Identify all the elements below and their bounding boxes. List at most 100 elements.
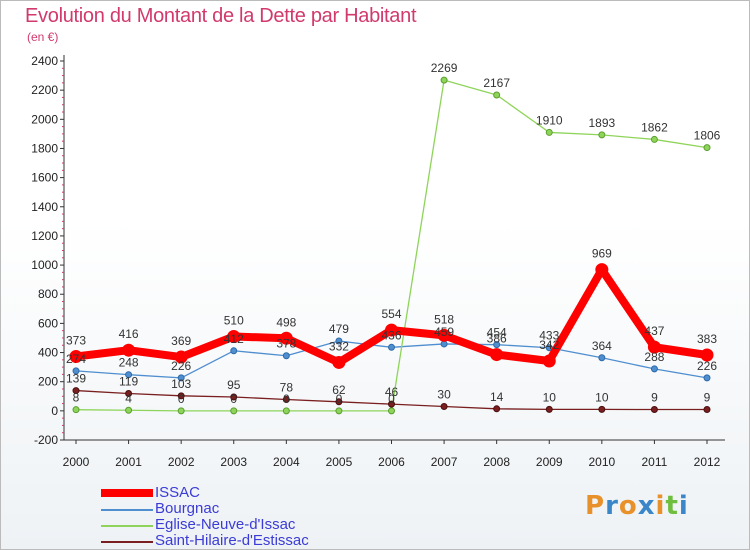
data-point-issac (279, 331, 293, 345)
data-point-eglise-neuve (388, 407, 395, 415)
y-tick-label: 2000 (31, 112, 58, 126)
data-point-bourgnac (650, 365, 658, 373)
data-point-eglise-neuve (335, 407, 343, 415)
data-point-eglise-neuve (545, 128, 553, 136)
data-point-saint-hilaire (177, 392, 185, 400)
data-label-issac: 369 (171, 334, 191, 348)
data-point-eglise-neuve (493, 91, 501, 99)
data-point-bourgnac (703, 374, 711, 382)
x-tick-label: 2009 (536, 455, 563, 469)
x-tick-label: 2006 (378, 455, 405, 469)
data-point-issac (700, 348, 714, 362)
y-tick-label: 600 (38, 316, 58, 330)
data-label-saint-hilaire: 9 (651, 391, 658, 405)
data-label-eglise-neuve: 8 (73, 391, 80, 405)
data-label-saint-hilaire: 119 (119, 374, 138, 388)
x-tick-label: 2011 (642, 455, 668, 469)
data-point-eglise-neuve (440, 76, 448, 84)
data-point-bourgnac (282, 352, 290, 360)
brand-logo-letter: o (618, 491, 638, 521)
data-point-eglise-neuve (125, 406, 133, 414)
data-label-bourgnac: 288 (644, 350, 664, 364)
data-label-saint-hilaire: 46 (385, 385, 399, 399)
data-label-saint-hilaire: 139 (66, 372, 86, 386)
y-tick-label: 2400 (31, 54, 58, 68)
data-label-bourgnac: 479 (329, 322, 349, 336)
data-label-eglise-neuve: 2269 (431, 61, 458, 75)
x-tick-label: 2008 (483, 455, 510, 469)
brand-logo: Proxiti (585, 491, 689, 521)
data-label-bourgnac: 433 (539, 329, 559, 343)
data-label-saint-hilaire: 62 (332, 383, 346, 397)
brand-logo-letter: r (605, 491, 619, 521)
data-point-eglise-neuve (282, 407, 290, 415)
chart-subtitle: (en €) (27, 30, 59, 44)
chart-title: Evolution du Montant de la Dette par Hab… (25, 5, 417, 27)
data-point-eglise-neuve (230, 407, 238, 415)
x-tick-label: 2001 (115, 455, 142, 469)
data-point-issac (595, 263, 609, 277)
data-label-bourgnac: 459 (434, 325, 454, 339)
data-label-bourgnac: 226 (697, 359, 717, 373)
data-point-eglise-neuve (703, 144, 711, 152)
y-tick-label: 1400 (31, 200, 58, 214)
data-label-bourgnac: 248 (119, 356, 139, 370)
data-point-issac (490, 348, 504, 362)
data-label-issac: 383 (697, 332, 717, 346)
data-label-issac: 332 (329, 339, 349, 353)
data-point-eglise-neuve (650, 135, 658, 143)
data-label-saint-hilaire: 9 (704, 391, 711, 405)
x-tick-label: 2012 (694, 455, 721, 469)
data-point-saint-hilaire (703, 406, 711, 414)
data-label-issac: 373 (66, 333, 86, 347)
data-label-saint-hilaire: 103 (171, 377, 191, 391)
legend-swatch-eglise-neuve (101, 525, 153, 527)
legend-label-bourgnac: Bourgnac (155, 500, 220, 517)
data-point-issac (385, 323, 398, 337)
data-label-eglise-neuve: 1893 (588, 116, 615, 130)
data-point-issac (227, 330, 241, 344)
data-label-bourgnac: 226 (171, 359, 191, 373)
x-tick-label: 2000 (63, 455, 90, 469)
y-tick-label: 1600 (31, 171, 58, 185)
data-point-bourgnac (545, 344, 553, 352)
data-point-saint-hilaire (440, 402, 448, 410)
data-point-saint-hilaire (230, 393, 238, 401)
data-point-saint-hilaire (125, 389, 133, 397)
data-label-eglise-neuve: 0 (283, 392, 290, 406)
series-layer (69, 76, 714, 415)
data-point-bourgnac (493, 341, 501, 349)
brand-logo-letter: x (637, 491, 656, 521)
data-label-issac: 969 (592, 247, 612, 261)
data-label-saint-hilaire: 30 (437, 387, 451, 401)
data-point-bourgnac (388, 343, 395, 351)
x-tick-label: 2003 (220, 455, 247, 469)
data-label-eglise-neuve: 0 (230, 392, 237, 406)
data-label-saint-hilaire: 95 (227, 378, 241, 392)
data-label-eglise-neuve: 4 (125, 391, 132, 405)
chart-axes: -200020040060080010001200140016001800200… (31, 54, 725, 469)
legend-swatch-issac (101, 489, 153, 497)
data-point-saint-hilaire (545, 405, 553, 413)
x-tick-label: 2004 (273, 455, 300, 469)
x-tick-label: 2010 (588, 455, 615, 469)
data-label-issac: 342 (539, 338, 559, 352)
data-point-eglise-neuve (598, 131, 606, 139)
data-point-bourgnac (230, 347, 238, 355)
data-label-issac: 510 (224, 314, 244, 328)
data-point-issac (174, 350, 188, 364)
data-label-eglise-neuve: 0 (388, 392, 395, 406)
data-point-saint-hilaire (282, 395, 290, 403)
data-label-bourgnac: 412 (224, 332, 244, 346)
data-label-bourgnac: 364 (592, 339, 612, 353)
data-label-eglise-neuve: 2167 (483, 76, 510, 90)
y-tick-label: 200 (38, 375, 58, 389)
data-point-issac (332, 355, 346, 369)
brand-logo-letter: i (655, 491, 666, 521)
y-tick-label: 1200 (31, 229, 58, 243)
data-label-saint-hilaire: 10 (595, 390, 609, 404)
y-tick-label: 0 (51, 404, 58, 418)
